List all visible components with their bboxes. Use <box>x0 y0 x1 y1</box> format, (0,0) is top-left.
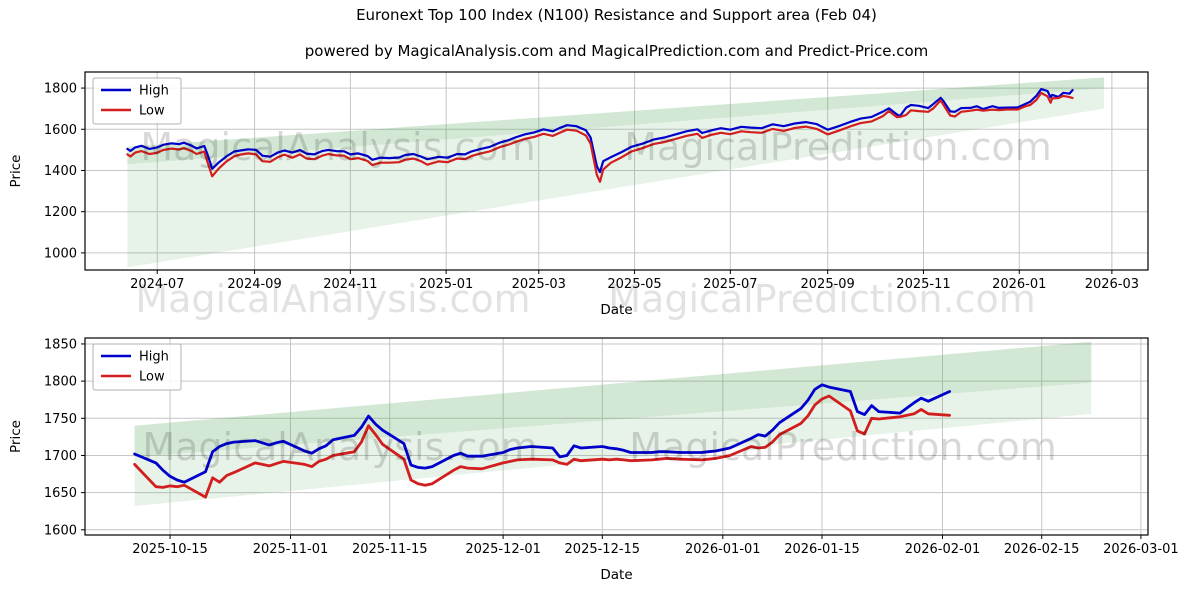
x-axis-label: Date <box>600 567 632 583</box>
x-tick-label: 2026-02-01 <box>905 542 981 557</box>
series-low-line <box>126 91 1074 183</box>
x-tick-label: 2025-05 <box>607 277 661 292</box>
legend-low-label: Low <box>139 104 165 119</box>
x-tick-label: 2025-11-01 <box>253 542 329 557</box>
x-tick-label: 2026-03-01 <box>1103 542 1179 557</box>
y-tick-label: 1200 <box>44 205 77 220</box>
x-tick-label: 2024-07 <box>130 277 184 292</box>
y-axis-label: Price <box>8 155 24 188</box>
y-tick-label: 1750 <box>44 412 77 427</box>
legend: High Low <box>92 77 182 125</box>
series-low-line <box>133 394 951 499</box>
x-tick-label: 2025-12-15 <box>565 542 641 557</box>
y-tick-label: 1000 <box>44 246 77 261</box>
band-wedge <box>134 341 1092 507</box>
x-tick-label: 2025-11-15 <box>352 542 428 557</box>
grid <box>85 338 1148 535</box>
band-wedge <box>127 77 1105 165</box>
y-tick-label: 1600 <box>44 523 77 538</box>
x-axis-label: Date <box>600 302 632 318</box>
figure-title: Euronext Top 100 Index (N100) Resistance… <box>356 6 877 24</box>
x-tick-label: 2026-01 <box>992 277 1046 292</box>
y-axis: 1000 1200 1400 1600 1800 Price <box>8 82 85 261</box>
y-axis-label: Price <box>8 420 24 453</box>
x-tick-label: 2025-07 <box>703 277 757 292</box>
support-resistance-band <box>134 341 1092 507</box>
legend: High Low <box>92 343 182 391</box>
y-tick-label: 1400 <box>44 164 77 179</box>
y-axis: 1600 1650 1700 1750 1800 1850 Price <box>8 337 85 538</box>
x-tick-label: 2024-09 <box>227 277 281 292</box>
x-tick-label: 2026-02-15 <box>1004 542 1080 557</box>
x-tick-label: 2025-09 <box>801 277 855 292</box>
y-tick-label: 1650 <box>44 486 77 501</box>
y-tick-label: 1600 <box>44 123 77 138</box>
y-tick-label: 1800 <box>44 375 77 390</box>
x-tick-label: 2025-01 <box>419 277 473 292</box>
x-tick-label: 2026-01-15 <box>784 542 860 557</box>
axes-frame <box>84 71 1149 271</box>
series-high-line <box>133 383 951 484</box>
y-tick-label: 1700 <box>44 449 77 464</box>
series-high-line <box>126 87 1074 174</box>
band-wedge <box>134 341 1092 457</box>
x-tick-label: 2025-10-15 <box>132 542 208 557</box>
axes-frame <box>84 337 1149 536</box>
x-tick-label: 2025-12-01 <box>465 542 541 557</box>
x-tick-label: 2025-03 <box>512 277 566 292</box>
support-resistance-band <box>127 77 1105 268</box>
x-tick-label: 2024-11 <box>323 277 377 292</box>
full-history-chart: 2024-07 2024-09 2024-11 2025-01 2025-03 2025-… <box>8 71 1149 318</box>
legend-high-label: High <box>139 84 169 99</box>
x-axis: 2025-10-15 2025-11-01 2025-11-15 2025-12-01… <box>132 535 1179 583</box>
y-tick-label: 1850 <box>44 337 77 352</box>
legend-high-label: High <box>139 350 169 365</box>
grid <box>85 72 1148 270</box>
x-tick-label: 2026-03 <box>1085 277 1139 292</box>
y-tick-label: 1800 <box>44 82 77 97</box>
x-tick-label: 2025-11 <box>896 277 950 292</box>
figure-subtitle: powered by MagicalAnalysis.com and Magic… <box>304 42 929 60</box>
recent-zoom-chart: 2025-10-15 2025-11-01 2025-11-15 2025-12-01… <box>8 337 1179 583</box>
band-wedge <box>127 77 1105 268</box>
x-tick-label: 2026-01-01 <box>685 542 761 557</box>
legend-low-label: Low <box>139 370 165 385</box>
x-axis: 2024-07 2024-09 2024-11 2025-01 2025-03 2025-… <box>130 270 1139 318</box>
